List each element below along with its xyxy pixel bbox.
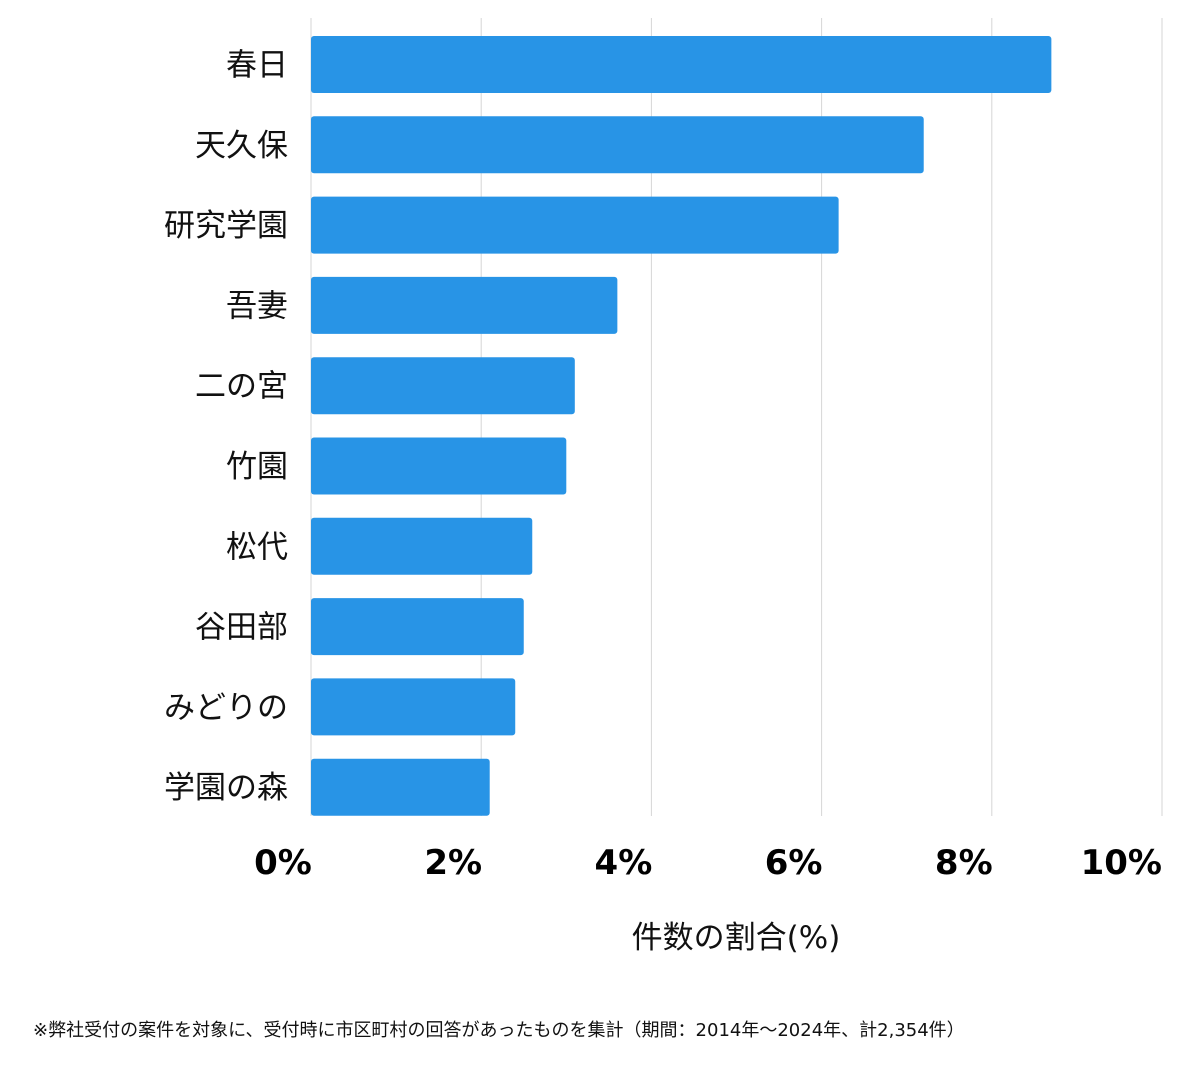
bar-6 bbox=[311, 517, 533, 575]
category-label-8: みどりの bbox=[164, 690, 288, 726]
category-label-0: 春日 bbox=[226, 48, 288, 84]
bar-8 bbox=[311, 678, 516, 736]
bar-7 bbox=[311, 598, 524, 656]
bar-9 bbox=[311, 758, 490, 816]
category-label-5: 竹園 bbox=[226, 449, 288, 485]
bar-3 bbox=[311, 276, 618, 334]
category-label-6: 松代 bbox=[226, 529, 288, 565]
bar-1 bbox=[311, 116, 924, 174]
bar-5 bbox=[311, 437, 567, 495]
category-label-3: 吾妻 bbox=[226, 288, 288, 324]
category-label-9: 学園の森 bbox=[164, 770, 288, 806]
footnote: ※弊社受付の案件を対象に、受付時に市区町村の回答があったものを集計（期間：201… bbox=[33, 1020, 965, 1041]
x-tick-label-0: 0% bbox=[254, 843, 312, 883]
x-tick-labels: 0% 2% 4% 6% 8% 10% bbox=[254, 843, 1162, 883]
x-tick-label-1: 2% bbox=[424, 843, 482, 883]
x-tick-label-3: 6% bbox=[765, 843, 823, 883]
x-axis-title: 件数の割合(%) bbox=[632, 920, 841, 956]
bar-2 bbox=[311, 196, 839, 254]
category-label-4: 二の宮 bbox=[195, 369, 288, 405]
x-tick-label-4: 8% bbox=[935, 843, 993, 883]
category-label-7: 谷田部 bbox=[195, 610, 288, 646]
x-tick-label-5: 10% bbox=[1081, 843, 1162, 883]
bars bbox=[311, 36, 1052, 816]
bar-4 bbox=[311, 357, 575, 415]
bar-0 bbox=[311, 36, 1052, 93]
category-label-2: 研究学園 bbox=[164, 208, 288, 244]
x-tick-label-2: 4% bbox=[595, 843, 653, 883]
category-label-1: 天久保 bbox=[195, 128, 288, 164]
